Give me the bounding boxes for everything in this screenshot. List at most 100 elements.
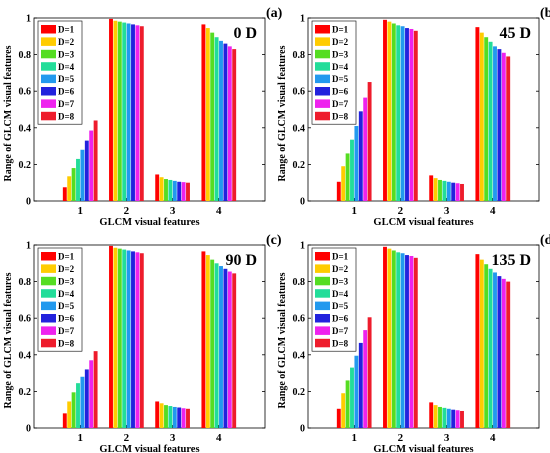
x-tick-label: 3 <box>170 205 176 217</box>
legend-swatch <box>41 37 56 46</box>
legend-entry: D=5 <box>332 74 349 84</box>
bar-D7-feature-3 <box>181 182 186 201</box>
legend-swatch <box>41 276 56 286</box>
bar-D6-feature-2 <box>405 255 409 428</box>
bar-D7-feature-2 <box>135 252 140 428</box>
bar-D5-feature-4 <box>493 46 497 201</box>
legend-swatch <box>315 74 330 84</box>
bar-D2-feature-2 <box>387 21 392 201</box>
bar-D6-feature-2 <box>131 251 135 428</box>
x-tick-label: 2 <box>124 205 130 217</box>
bar-D7-feature-2 <box>409 28 414 202</box>
bar-D6-feature-4 <box>497 49 502 201</box>
y-tick-label: 0.8 <box>19 50 32 61</box>
angle-annotation: 135 D <box>491 252 531 269</box>
legend-entry: D=8 <box>332 338 349 348</box>
bar-D3-feature-4 <box>484 37 489 202</box>
panel-label: (d) <box>540 233 550 248</box>
legend-swatch <box>315 314 330 323</box>
bar-D5-feature-1 <box>354 125 359 201</box>
bar-D6-feature-4 <box>497 276 502 428</box>
bar-D3-feature-2 <box>117 21 122 201</box>
legend-entry: D=4 <box>332 62 349 72</box>
y-tick-label: 0.2 <box>293 387 306 398</box>
bar-D3-feature-3 <box>438 406 442 428</box>
bar-D5-feature-1 <box>354 355 359 428</box>
legend-entry: D=5 <box>332 301 349 311</box>
bar-D2-feature-2 <box>113 20 118 202</box>
bar-D3-feature-1 <box>345 380 350 428</box>
bar-D4-feature-2 <box>396 25 401 201</box>
bar-D3-feature-2 <box>391 23 396 201</box>
bar-D8-feature-3 <box>186 182 190 201</box>
legend-entry: D=2 <box>332 37 349 47</box>
panel-a: 0 0.2 0.4 0.6 0.8 1 1 2 3 4 GLCM visual features Ra… <box>3 6 283 228</box>
bar-D4-feature-2 <box>122 249 127 428</box>
legend-entry: D=4 <box>332 289 349 299</box>
bar-D7-feature-1 <box>363 330 368 428</box>
bar-D1-feature-2 <box>383 246 387 428</box>
bar-D5-feature-2 <box>400 26 405 201</box>
legend-entry: D=2 <box>58 37 75 47</box>
bar-D7-feature-3 <box>455 410 460 428</box>
legend-swatch <box>315 87 330 96</box>
x-axis-label: GLCM visual features <box>373 444 473 453</box>
bar-D7-feature-4 <box>227 271 232 428</box>
legend-swatch <box>41 301 56 311</box>
y-tick-label: 0.6 <box>293 87 306 98</box>
angle-annotation: 90 D <box>225 252 257 269</box>
bar-D7-feature-3 <box>455 183 460 201</box>
bar-D7-feature-1 <box>363 97 368 201</box>
bar-D1-feature-3 <box>155 401 160 428</box>
y-tick-label: 0 <box>26 197 31 208</box>
bar-D8-feature-3 <box>460 410 464 428</box>
y-axis-label: Range of GLCM visual features <box>277 45 288 181</box>
y-axis-label: Range of GLCM visual features <box>3 45 14 181</box>
bar-D6-feature-3 <box>177 181 182 201</box>
bar-D2-feature-2 <box>113 247 118 428</box>
legend-entry: D=2 <box>58 264 75 274</box>
bar-D2-feature-2 <box>387 248 392 428</box>
legend-entry: D=5 <box>58 301 75 311</box>
bar-D8-feature-2 <box>413 30 418 202</box>
bar-D5-feature-2 <box>126 250 131 428</box>
bar-D7-feature-4 <box>501 52 506 201</box>
bar-D1-feature-1 <box>336 408 341 428</box>
legend-swatch <box>315 289 330 298</box>
panel-label: (c) <box>266 233 282 248</box>
bar-D3-feature-1 <box>71 168 76 201</box>
bar-D6-feature-1 <box>358 111 363 201</box>
legend-swatch <box>315 264 330 273</box>
legend-swatch <box>41 49 56 59</box>
x-axis-label: GLCM visual features <box>373 217 473 228</box>
bar-D6-feature-4 <box>223 268 228 428</box>
bar-D4-feature-3 <box>442 407 447 428</box>
legend-entry: D=8 <box>58 338 75 348</box>
bar-D5-feature-1 <box>80 376 85 428</box>
bar-D3-feature-3 <box>164 405 168 428</box>
legend-swatch <box>315 49 330 59</box>
bar-D4-feature-2 <box>122 22 127 202</box>
y-tick-label: 1 <box>26 241 31 252</box>
legend-swatch <box>41 338 56 348</box>
bar-D4-feature-3 <box>168 406 173 428</box>
legend-entry: D=5 <box>58 74 75 84</box>
y-tick-label: 0.8 <box>293 50 306 61</box>
bar-D5-feature-3 <box>172 406 177 428</box>
bar-D7-feature-1 <box>89 360 94 428</box>
x-axis-label: GLCM visual features <box>99 217 199 228</box>
bar-D5-feature-3 <box>446 181 451 201</box>
x-tick-label: 3 <box>170 432 176 444</box>
bar-D8-feature-1 <box>367 317 372 428</box>
bar-D4-feature-3 <box>168 179 173 201</box>
bar-D6-feature-2 <box>131 24 135 202</box>
legend-entry: D=7 <box>332 326 349 336</box>
bar-D1-feature-3 <box>429 175 434 201</box>
bar-D2-feature-1 <box>67 401 72 428</box>
legend-swatch <box>315 37 330 46</box>
bar-D4-feature-1 <box>76 158 80 201</box>
y-tick-label: 0.6 <box>19 314 32 325</box>
legend-entry: D=4 <box>58 289 75 299</box>
bar-D2-feature-3 <box>433 405 438 428</box>
legend-swatch <box>315 62 330 71</box>
